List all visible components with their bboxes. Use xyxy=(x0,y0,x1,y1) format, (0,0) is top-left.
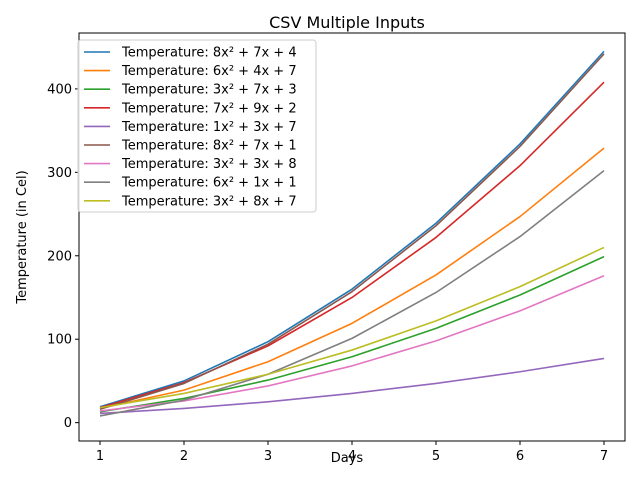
legend-label-7: Temperature: 3x² + 3x + 8 xyxy=(121,157,297,172)
y-tick-label: 0 xyxy=(64,416,72,431)
x-tick-label: 6 xyxy=(516,449,524,464)
x-tick-label: 4 xyxy=(348,449,356,464)
legend-label-3: Temperature: 3x² + 7x + 3 xyxy=(121,83,297,98)
y-tick-label: 200 xyxy=(47,249,72,264)
x-tick-label: 3 xyxy=(264,449,272,464)
series-line-9 xyxy=(99,246,605,409)
series-line-2 xyxy=(99,147,605,410)
series-line-7 xyxy=(99,275,605,412)
series-line-3 xyxy=(99,255,605,413)
x-tick-label: 5 xyxy=(432,449,440,464)
y-axis-title: Temperature (in Cel) xyxy=(15,170,30,304)
series-line-1 xyxy=(99,50,605,408)
y-tick-label: 100 xyxy=(47,333,72,348)
series-layer xyxy=(99,50,605,417)
legend-label-6: Temperature: 8x² + 7x + 1 xyxy=(121,139,297,154)
x-tick-label: 1 xyxy=(96,449,104,464)
legend-label-8: Temperature: 6x² + 1x + 1 xyxy=(121,176,297,191)
x-tick-label: 7 xyxy=(600,449,608,464)
series-line-5 xyxy=(99,357,605,415)
series-line-6 xyxy=(99,53,605,411)
x-axis-title: Days xyxy=(331,451,364,466)
plot-area: 1 2 3 4 5 6 7 0 100 200 300 400 xyxy=(47,32,626,464)
legend: Temperature: 8x² + 7x + 4 Temperature: 6x… xyxy=(77,39,317,213)
legend-label-4: Temperature: 7x² + 9x + 2 xyxy=(121,101,297,116)
x-axis-ticks: 1 2 3 4 5 6 7 xyxy=(96,441,608,464)
series-line-8 xyxy=(99,170,605,417)
x-tick-label: 2 xyxy=(180,449,188,464)
chart-title: CSV Multiple Inputs xyxy=(269,13,425,32)
y-tick-label: 400 xyxy=(47,82,72,97)
y-axis-ticks: 0 100 200 300 400 xyxy=(47,82,79,431)
legend-label-5: Temperature: 1x² + 3x + 7 xyxy=(121,120,297,135)
y-tick-label: 300 xyxy=(47,166,72,181)
legend-box xyxy=(77,39,317,213)
legend-label-2: Temperature: 6x² + 4x + 7 xyxy=(121,64,297,79)
legend-label-9: Temperature: 3x² + 8x + 7 xyxy=(121,194,297,209)
legend-items: Temperature: 8x² + 7x + 4 Temperature: 6x… xyxy=(84,46,297,209)
legend-label-1: Temperature: 8x² + 7x + 4 xyxy=(121,46,297,61)
